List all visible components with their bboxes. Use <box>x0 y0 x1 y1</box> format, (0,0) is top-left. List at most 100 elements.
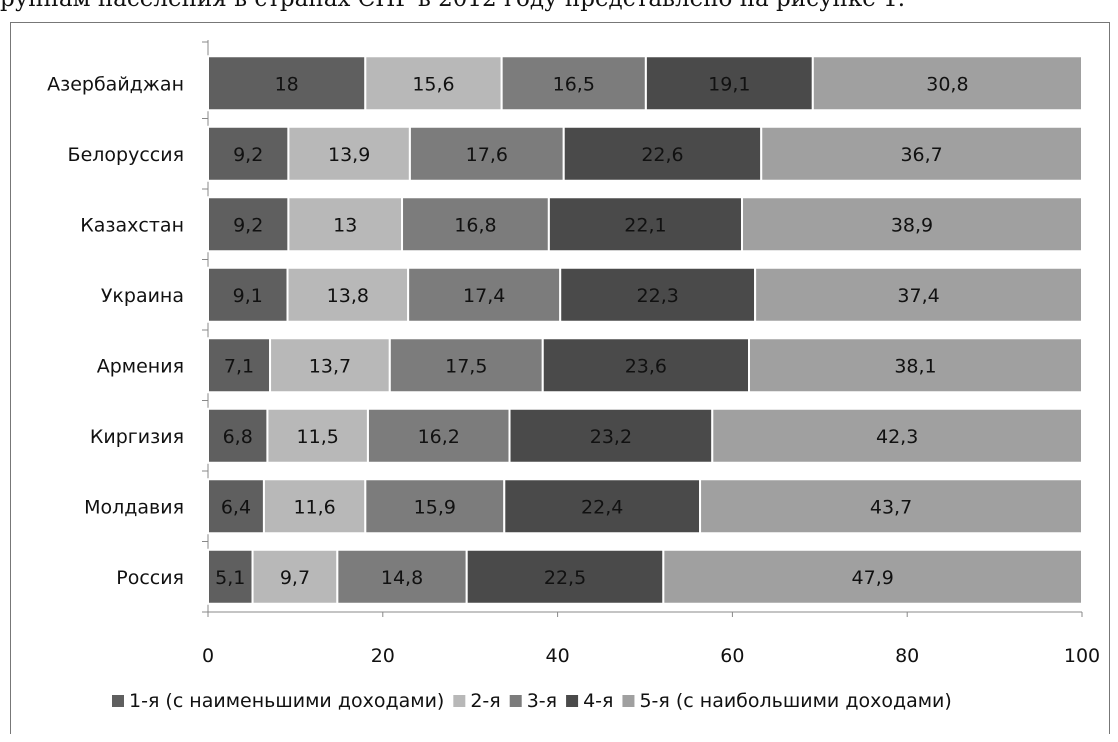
bar-segment <box>207 478 265 535</box>
data-label: 22,3 <box>637 285 679 307</box>
data-label: 22,6 <box>641 144 683 166</box>
bar-segment <box>266 407 369 464</box>
bar-segment <box>287 196 404 253</box>
data-label: 30,8 <box>926 73 968 95</box>
bar-segment <box>754 266 1084 323</box>
x-tick-label: 100 <box>1064 645 1100 667</box>
data-label: 9,2 <box>233 144 263 166</box>
bar-segment <box>559 266 757 323</box>
data-label: 11,6 <box>293 496 335 518</box>
bar-segment <box>388 337 544 394</box>
bar-segment <box>741 196 1083 253</box>
data-label: 13 <box>333 214 357 236</box>
data-label: 15,6 <box>412 73 454 95</box>
data-label: 38,9 <box>891 214 933 236</box>
legend-swatch <box>453 695 466 707</box>
data-label: 17,4 <box>463 285 505 307</box>
x-tick-label: 80 <box>895 645 919 667</box>
data-label: 13,9 <box>328 144 370 166</box>
legend-label: 3-я <box>527 690 557 712</box>
data-label: 37,4 <box>897 285 939 307</box>
data-label: 9,7 <box>280 567 310 589</box>
data-label: 5,1 <box>215 567 245 589</box>
x-tick-label: 0 <box>202 645 214 667</box>
bar-segment <box>562 125 763 182</box>
legend-swatch <box>622 695 635 707</box>
data-label: 43,7 <box>870 496 912 518</box>
category-label: Азербайджан <box>47 73 184 95</box>
x-tick-label: 20 <box>371 645 395 667</box>
bar-segment <box>711 407 1083 464</box>
bar-segment <box>811 55 1083 112</box>
data-label: 23,6 <box>625 355 667 377</box>
data-label: 13,7 <box>309 355 351 377</box>
bar-segment <box>207 337 272 394</box>
legend-swatch <box>112 695 124 707</box>
bar-segment <box>207 266 289 323</box>
data-label: 19,1 <box>708 73 750 95</box>
category-label: Молдавия <box>84 496 184 518</box>
legend-swatch <box>566 695 579 707</box>
x-tick-labels: 0 20 40 60 80 100 <box>202 645 1100 667</box>
bar-segment <box>407 266 562 323</box>
bar-segment <box>207 196 290 253</box>
bar-segment <box>699 478 1083 535</box>
data-label: 16,8 <box>454 214 496 236</box>
data-labels: 18 15,6 16,5 19,1 30,8 9,2 13,9 17,6 22,6 36,7 9,2… <box>215 73 968 589</box>
x-tick-label: 40 <box>546 645 570 667</box>
bar-segment <box>401 196 550 253</box>
data-label: 11,5 <box>297 426 339 448</box>
data-label: 15,9 <box>414 496 456 518</box>
category-label: Армения <box>97 355 184 377</box>
top-caption: руппам населения в странах СНГ в 2012 го… <box>0 0 1118 12</box>
category-label: Киргизия <box>90 426 184 448</box>
bar-segment <box>662 548 1083 605</box>
legend-label: 5-я (с наибольшими доходами) <box>639 690 951 712</box>
bar-segment <box>541 337 751 394</box>
bars <box>207 55 1084 605</box>
data-label: 23,2 <box>590 426 632 448</box>
data-label: 6,4 <box>221 496 251 518</box>
x-tick-label: 60 <box>720 645 744 667</box>
data-label: 9,2 <box>233 214 263 236</box>
legend-swatch <box>509 695 522 707</box>
data-label: 22,1 <box>624 214 666 236</box>
data-label: 6,8 <box>223 426 253 448</box>
category-label: Белоруссия <box>68 144 184 166</box>
data-label: 18 <box>275 73 299 95</box>
data-label: 47,9 <box>852 567 894 589</box>
data-label: 16,5 <box>553 73 595 95</box>
bar-segment <box>644 55 814 112</box>
legend-label: 2-я <box>470 690 500 712</box>
data-label: 13,8 <box>327 285 369 307</box>
category-label: Украина <box>101 285 184 307</box>
bar-segment <box>366 407 511 464</box>
bar-segment <box>262 478 367 535</box>
bar-segment <box>760 125 1083 182</box>
category-labels: Азербайджан Белоруссия Казахстан Украина Арм… <box>47 73 184 589</box>
data-label: 42,3 <box>876 426 918 448</box>
bar-segment <box>547 196 744 253</box>
data-label: 9,1 <box>233 285 263 307</box>
legend-label: 1-я (с наименьшими доходами) <box>129 690 444 712</box>
data-label: 16,2 <box>418 426 460 448</box>
data-label: 36,7 <box>900 144 942 166</box>
bar-segment <box>508 407 714 464</box>
data-label: 22,4 <box>581 496 623 518</box>
data-label: 22,5 <box>544 567 586 589</box>
legend: 1-я (с наименьшими доходами) 2-я 3-я 4-я 5-я… <box>112 690 952 712</box>
bar-segment <box>364 478 506 535</box>
bar-segment <box>408 125 565 182</box>
category-label: Россия <box>116 567 184 589</box>
legend-label: 4-я <box>583 690 613 712</box>
data-label: 14,8 <box>381 567 423 589</box>
bar-segment <box>748 337 1083 394</box>
data-label: 17,5 <box>445 355 487 377</box>
bar-segment <box>207 125 290 182</box>
data-label: 17,6 <box>466 144 508 166</box>
bar-segment <box>269 337 391 394</box>
category-label: Казахстан <box>80 214 184 236</box>
data-label: 7,1 <box>224 355 254 377</box>
